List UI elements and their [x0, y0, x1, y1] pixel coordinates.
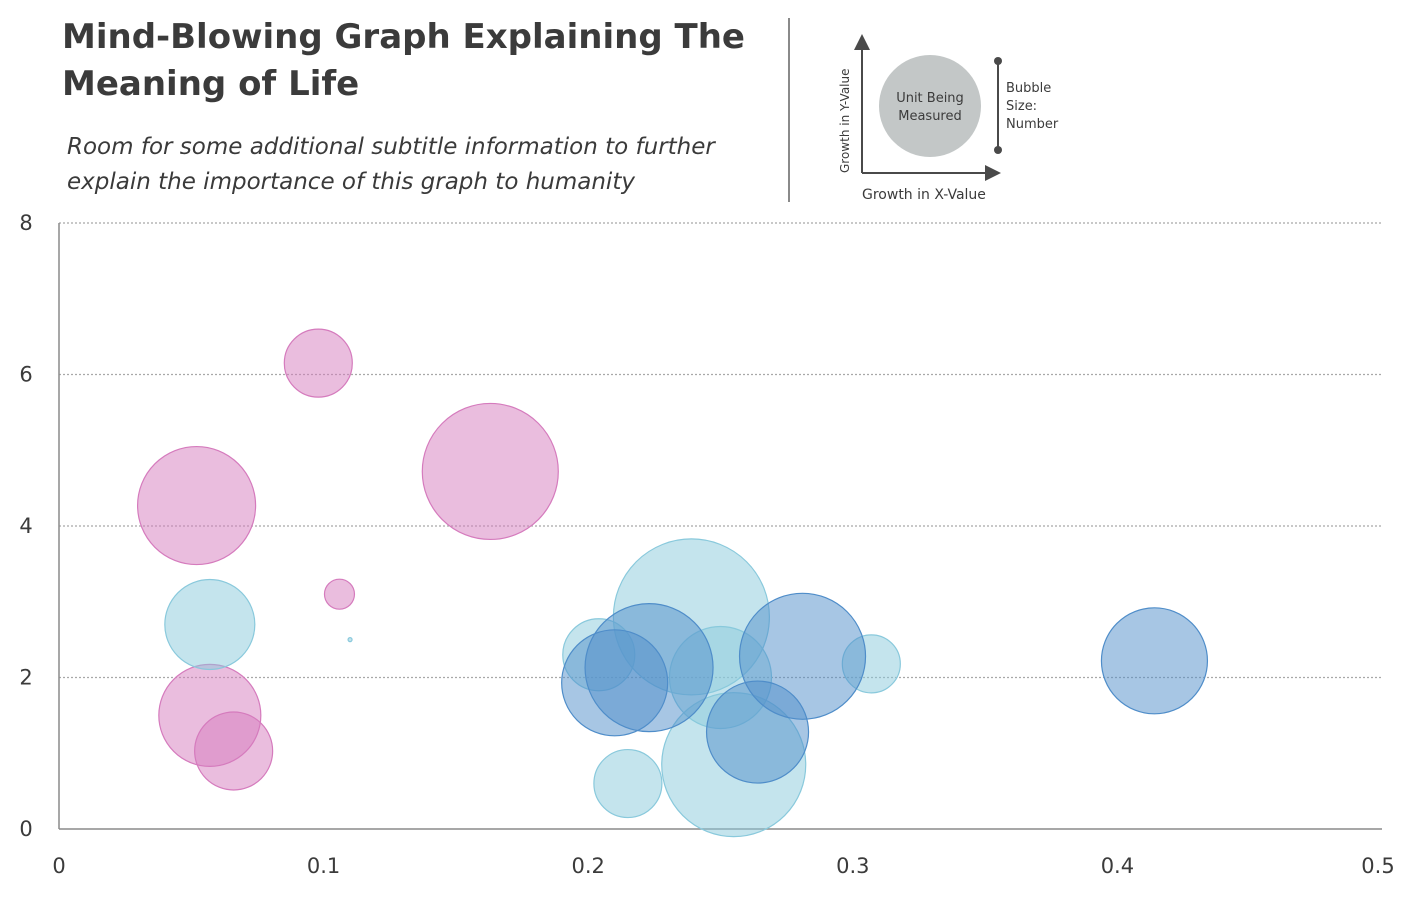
bubble [283, 328, 353, 398]
y-tick-label: 0 [19, 817, 32, 841]
bubble [194, 711, 274, 791]
bubble [136, 445, 257, 566]
legend-size-bracket-top [994, 57, 1002, 65]
legend-size-bracket-bottom [994, 146, 1002, 154]
header-divider [788, 18, 790, 202]
legend-bubble [879, 55, 981, 157]
x-tick-label: 0.1 [307, 854, 340, 878]
legend-key: Unit Being Measured Growth in X-Value Gro… [838, 34, 1059, 203]
legend-bubble-label: Unit Being Measured [896, 91, 964, 124]
bubble [705, 680, 810, 784]
y-tick-label: 2 [19, 666, 32, 690]
bubble [164, 578, 256, 671]
legend-size-label: Bubble Size: Number [1006, 81, 1059, 132]
bubble [1100, 607, 1209, 715]
chart-title: Mind-Blowing Graph Explaining The Meanin… [62, 17, 745, 104]
bubble [323, 578, 356, 610]
x-tick-label: 0.4 [1101, 854, 1134, 878]
bubble [421, 402, 559, 541]
y-tick-label: 8 [19, 211, 32, 235]
legend-y-label: Growth in Y-Value [838, 69, 852, 174]
bubble [347, 637, 353, 643]
x-tick-label: 0 [52, 854, 65, 878]
x-tick-label: 0.5 [1361, 854, 1394, 878]
x-tick-labels: 0 0.1 0.2 0.3 0.4 0.5 [52, 854, 1394, 878]
y-tick-label: 4 [19, 514, 32, 538]
chart-subtitle: Room for some additional subtitle inform… [67, 134, 715, 195]
bubbles [136, 328, 1209, 838]
legend-x-label: Growth in X-Value [862, 187, 986, 203]
y-tick-label: 6 [19, 363, 32, 387]
bubble [584, 603, 714, 733]
y-tick-labels: 0 2 4 6 8 [19, 211, 32, 841]
x-tick-label: 0.2 [571, 854, 604, 878]
x-tick-label: 0.3 [836, 854, 869, 878]
bubble [593, 748, 663, 819]
